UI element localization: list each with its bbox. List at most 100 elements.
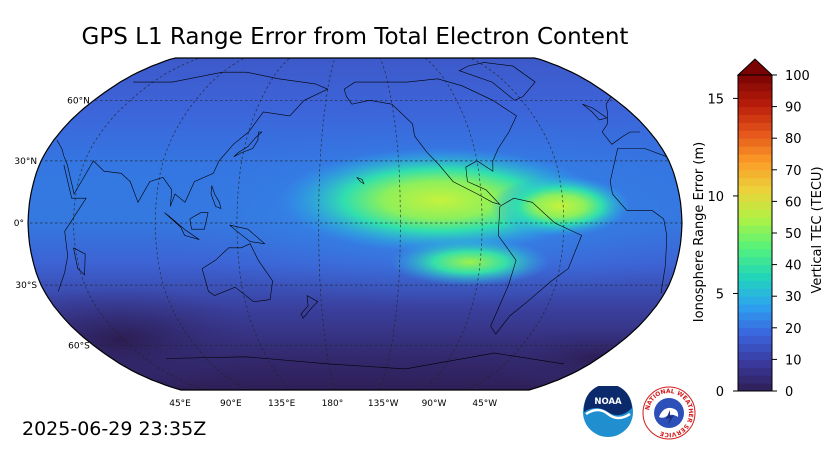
colorbar-band: [738, 75, 772, 84]
latitude-label: 60°N: [67, 96, 90, 106]
coastline: [582, 103, 608, 121]
longitude-label: 45°W: [472, 399, 497, 409]
colorbar-band: [738, 138, 772, 147]
colorbar-band: [738, 106, 772, 115]
colorbar-band: [738, 327, 772, 337]
colorbar-left-ticks: 0 5 10 15: [707, 92, 738, 400]
meridian-line: [466, 58, 565, 390]
colorbar-band: [738, 304, 772, 313]
colorbar-band: [738, 335, 772, 345]
latitude-labels: 60°N 30°N 0° 30°S 60°S: [14, 96, 90, 351]
colorbar-band: [738, 272, 772, 281]
colorbar-band: [738, 367, 772, 376]
tec-tick-label: 50: [785, 227, 802, 242]
colorbar-band: [738, 312, 772, 321]
colorbar-band: [738, 264, 772, 273]
tec-tick-label: 90: [785, 101, 802, 116]
colorbar-bands: [738, 75, 772, 392]
coastline: [164, 212, 200, 240]
colorbar-band: [738, 98, 772, 108]
colorbar-band: [738, 288, 772, 297]
colorbar-band: [738, 233, 772, 242]
colorbar-band: [738, 280, 772, 289]
tec-tick-label: 80: [785, 132, 802, 147]
colorbar-band: [738, 161, 772, 171]
colorbar-band: [738, 177, 772, 187]
tec-tick-label: 10: [785, 353, 802, 368]
colorbar: 0 5 10 15 0 10 20 30 40 50 60 70 80 90 100 Ionosphere…: [692, 58, 825, 400]
meridian-line: [318, 58, 337, 390]
range-error-tick-label: 5: [716, 287, 724, 302]
colorbar-band: [738, 193, 772, 202]
colorbar-band: [738, 248, 772, 258]
coastline: [458, 62, 536, 101]
range-error-tick-label: 0: [716, 385, 724, 400]
coastline: [73, 247, 86, 276]
noaa-logo: NOAA: [583, 386, 633, 437]
longitude-label: 135°W: [368, 399, 399, 409]
coastlines: [56, 62, 668, 370]
colorbar-band: [738, 122, 772, 131]
tec-tick-label: 70: [785, 164, 802, 179]
meridian-line: [154, 58, 249, 390]
coastline: [343, 78, 517, 205]
latitude-label: 0°: [14, 219, 24, 229]
meridian-line: [236, 58, 293, 390]
coastline: [165, 352, 564, 370]
coastline: [233, 131, 263, 157]
colorbar-band: [738, 343, 772, 352]
coastline: [229, 224, 266, 245]
colorbar-band: [738, 359, 772, 368]
tec-tick-label: 100: [785, 69, 810, 84]
longitude-label: 180°: [322, 399, 344, 409]
range-error-tick-label: 15: [707, 92, 724, 107]
colorbar-band: [738, 375, 772, 384]
latitude-label: 60°S: [68, 342, 90, 352]
tec-peak-north-east: [490, 176, 630, 236]
meridian-line: [378, 58, 401, 390]
colorbar-band: [738, 225, 772, 234]
latitude-label: 30°N: [14, 157, 37, 167]
colorbar-band: [738, 201, 772, 210]
colorbar-band: [738, 130, 772, 139]
colorbar-band: [738, 146, 772, 155]
colorbar-band: [738, 90, 772, 100]
colorbar-extend-triangle: [736, 58, 774, 76]
longitude-label: 45°E: [169, 399, 191, 409]
graticule: [28, 58, 682, 390]
tec-tick-label: 0: [785, 385, 793, 400]
longitude-labels: 45°E 90°E 135°E 180° 135°W 90°W 45°W: [169, 399, 497, 409]
coastline: [356, 177, 365, 185]
colorbar-band: [738, 319, 772, 329]
longitude-label: 90°W: [422, 399, 447, 409]
latitude-label: 30°S: [15, 281, 37, 291]
tec-tick-label: 40: [785, 259, 802, 274]
longitude-label: 135°E: [268, 399, 296, 409]
nws-logo: NATIONAL WEATHER SERVICE: [642, 386, 696, 440]
timestamp: 2025-06-29 23:35Z: [22, 418, 207, 440]
range-error-tick-label: 10: [707, 190, 724, 205]
coastline: [189, 212, 209, 230]
colorbar-band: [738, 351, 772, 360]
tec-tick-label: 60: [785, 195, 802, 210]
tec-tick-label: 20: [785, 322, 802, 337]
longitude-label: 90°E: [220, 399, 242, 409]
tec-tick-label: 30: [785, 290, 802, 305]
noaa-logo-text: NOAA: [594, 397, 622, 407]
map-title: GPS L1 Range Error from Total Electron C…: [81, 24, 629, 50]
colorbar-band: [738, 217, 772, 226]
coastline: [300, 295, 319, 319]
colorbar-right-ticks: 0 10 20 30 40 50 60 70 80 90 100: [772, 69, 810, 400]
tec-field: [28, 58, 682, 390]
meridian-line: [422, 58, 483, 390]
tec-axis-label: Vertical TEC (TECU): [810, 166, 825, 293]
colorbar-band: [738, 185, 772, 194]
colorbar-band: [738, 240, 772, 250]
colorbar-band: [738, 209, 772, 218]
map-boundary: [27, 57, 683, 391]
colorbar-band: [738, 169, 772, 179]
tec-peak-south: [390, 238, 550, 286]
colorbar-band: [738, 383, 772, 392]
world-map: 60°N 30°N 0° 30°S 60°S 45°E 90°E 135°E 180° 135°…: [14, 57, 683, 409]
